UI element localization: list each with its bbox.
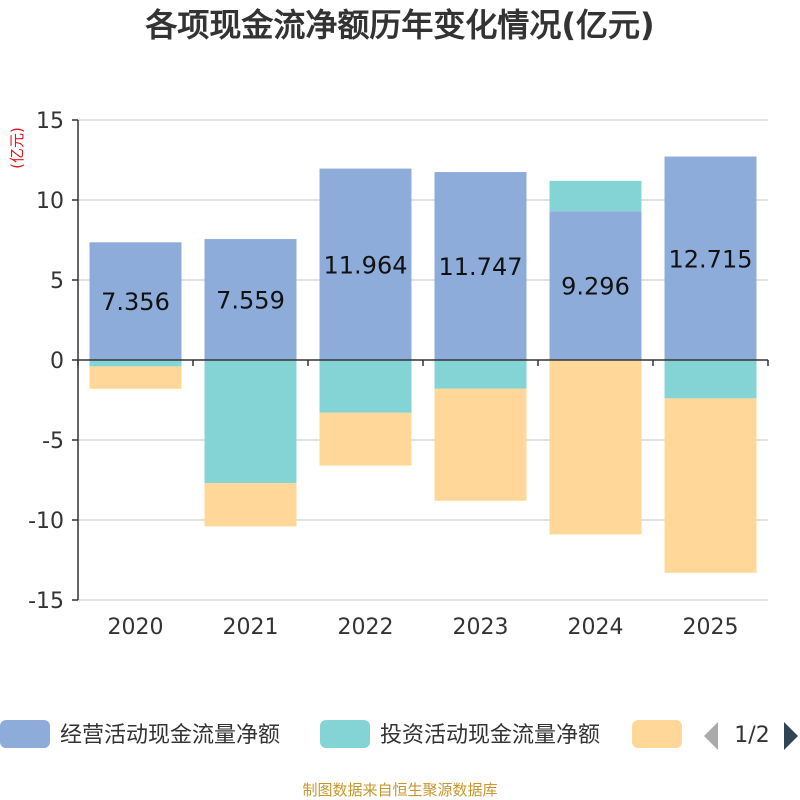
x-tick-label: 2022 bbox=[338, 615, 394, 640]
legend-page-indicator: 1/2 bbox=[734, 723, 769, 748]
legend-next-page-icon[interactable] bbox=[784, 722, 798, 750]
bar-financing-2025[interactable] bbox=[664, 398, 757, 573]
bar-value-labels: 7.356 7.559 11.964 11.747 9.296 12.715 bbox=[101, 245, 752, 316]
bar-financing-2022[interactable] bbox=[319, 412, 412, 466]
bar-investing-2024[interactable] bbox=[549, 180, 642, 212]
y-tick-label: 10 bbox=[36, 189, 64, 214]
y-axis-unit-label: (亿元) bbox=[8, 127, 26, 169]
bar-operating-2022[interactable] bbox=[319, 168, 412, 360]
bar-investing-2022[interactable] bbox=[319, 360, 412, 413]
chart-title: 各项现金流净额历年变化情况(亿元) bbox=[145, 6, 654, 44]
axes: 15 10 5 0 -5 -10 -15 2020 2021 2022 2023 2024 2025 bbox=[28, 109, 769, 640]
legend-prev-page-icon[interactable] bbox=[704, 722, 718, 750]
bar-value-label-2021: 7.559 bbox=[216, 287, 285, 315]
legend-item-financing[interactable] bbox=[632, 720, 682, 748]
x-tick-label: 2023 bbox=[453, 615, 509, 640]
x-tick-label: 2021 bbox=[223, 615, 279, 640]
legend-item-investing[interactable]: 投资活动现金流量净额 bbox=[320, 720, 600, 748]
bars bbox=[89, 156, 757, 573]
bar-operating-2024[interactable] bbox=[549, 211, 642, 360]
bar-operating-2023[interactable] bbox=[434, 172, 527, 360]
bar-operating-2025[interactable] bbox=[664, 156, 757, 360]
bar-operating-2021[interactable] bbox=[204, 239, 297, 360]
bar-value-label-2020: 7.356 bbox=[101, 288, 170, 316]
bar-financing-2020[interactable] bbox=[89, 366, 182, 389]
bar-value-label-2022: 11.964 bbox=[324, 251, 408, 279]
bar-value-label-2024: 9.296 bbox=[561, 273, 630, 301]
legend: 经营活动现金流量净额 投资活动现金流量净额 1/2 bbox=[0, 720, 798, 750]
data-source-note: 制图数据来自恒生聚源数据库 bbox=[302, 781, 497, 799]
y-tick-label: -10 bbox=[28, 509, 64, 534]
x-tick-label: 2024 bbox=[568, 615, 624, 640]
x-tick-label: 2020 bbox=[108, 615, 164, 640]
legend-label-operating: 经营活动现金流量净额 bbox=[60, 723, 280, 748]
y-tick-label: 15 bbox=[36, 109, 64, 134]
legend-item-operating[interactable]: 经营活动现金流量净额 bbox=[0, 720, 280, 748]
grid-lines bbox=[78, 119, 768, 601]
bar-financing-2021[interactable] bbox=[204, 483, 297, 527]
legend-swatch-financing bbox=[632, 720, 682, 748]
y-tick-label: -5 bbox=[42, 429, 64, 454]
bar-investing-2020[interactable] bbox=[89, 360, 182, 367]
bar-investing-2025[interactable] bbox=[664, 360, 757, 399]
bar-operating-2020[interactable] bbox=[89, 242, 182, 360]
legend-swatch-investing bbox=[320, 720, 370, 748]
bar-financing-2024[interactable] bbox=[549, 360, 642, 535]
x-tick-label: 2025 bbox=[683, 615, 739, 640]
bar-investing-2023[interactable] bbox=[434, 360, 527, 389]
legend-label-investing: 投资活动现金流量净额 bbox=[380, 723, 600, 748]
y-tick-label: -15 bbox=[28, 589, 64, 614]
y-tick-label: 0 bbox=[50, 349, 64, 374]
legend-swatch-operating bbox=[0, 720, 50, 748]
y-tick-label: 5 bbox=[50, 269, 64, 294]
bar-value-label-2025: 12.715 bbox=[669, 245, 753, 273]
bar-financing-2023[interactable] bbox=[434, 388, 527, 501]
bar-investing-2021[interactable] bbox=[204, 360, 297, 484]
bar-value-label-2023: 11.747 bbox=[439, 253, 523, 281]
